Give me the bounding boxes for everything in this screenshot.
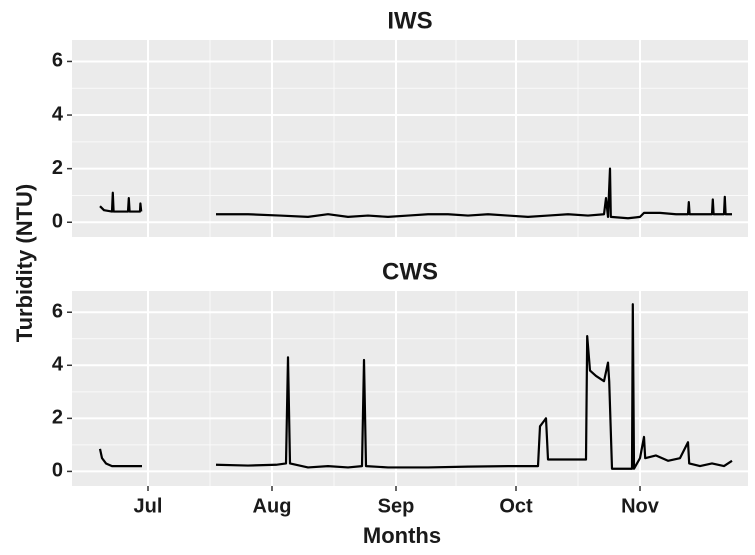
data-line (99, 167, 732, 220)
data-line (98, 303, 733, 470)
x-tick-label: Nov (621, 495, 660, 517)
y-tick-label: 2 (52, 157, 63, 179)
strip-title: CWS (382, 258, 438, 285)
y-axis-title: Turbidity (NTU) (12, 184, 37, 342)
panel-background (72, 291, 748, 486)
y-tick-label: 4 (52, 354, 64, 376)
y-tick-label: 4 (52, 103, 64, 125)
x-tick-label: Aug (253, 495, 292, 517)
y-tick-label: 0 (52, 211, 63, 233)
strip-title: IWS (387, 7, 432, 34)
panel-background (72, 40, 748, 237)
x-tick-label: Sep (378, 495, 415, 517)
y-tick-label: 2 (52, 407, 63, 429)
x-tick-label: Jul (134, 495, 163, 517)
y-tick-label: 6 (52, 50, 63, 72)
y-tick-label: 0 (52, 460, 63, 482)
y-tick-label: 6 (52, 301, 63, 323)
x-tick-label: Oct (499, 495, 533, 517)
x-axis-title: Months (363, 523, 441, 548)
